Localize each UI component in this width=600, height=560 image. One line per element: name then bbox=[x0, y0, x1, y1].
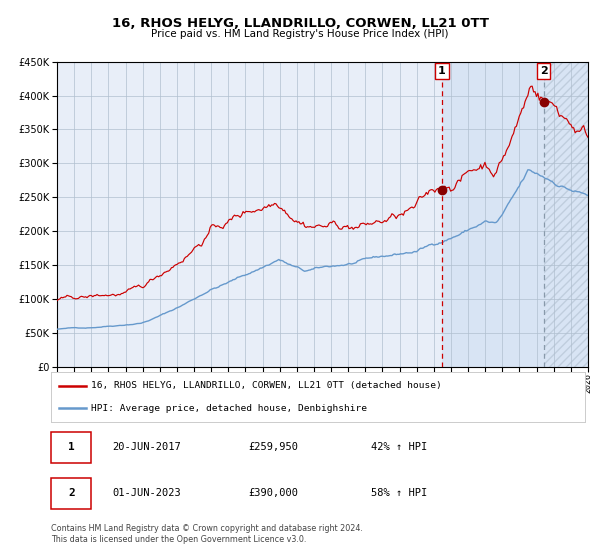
Text: £259,950: £259,950 bbox=[248, 442, 299, 452]
FancyBboxPatch shape bbox=[51, 432, 91, 463]
Text: 20-JUN-2017: 20-JUN-2017 bbox=[112, 442, 181, 452]
Text: 42% ↑ HPI: 42% ↑ HPI bbox=[371, 442, 428, 452]
Bar bbox=[442, 62, 588, 367]
Text: HPI: Average price, detached house, Denbighshire: HPI: Average price, detached house, Denb… bbox=[91, 404, 367, 413]
Text: 58% ↑ HPI: 58% ↑ HPI bbox=[371, 488, 428, 498]
Text: 2: 2 bbox=[68, 488, 74, 498]
Text: Price paid vs. HM Land Registry's House Price Index (HPI): Price paid vs. HM Land Registry's House … bbox=[151, 29, 449, 39]
Text: 1: 1 bbox=[438, 66, 446, 76]
Text: 16, RHOS HELYG, LLANDRILLO, CORWEN, LL21 0TT (detached house): 16, RHOS HELYG, LLANDRILLO, CORWEN, LL21… bbox=[91, 381, 442, 390]
FancyBboxPatch shape bbox=[51, 478, 91, 508]
Text: 1: 1 bbox=[68, 442, 74, 452]
Bar bbox=[544, 62, 588, 367]
Text: Contains HM Land Registry data © Crown copyright and database right 2024.: Contains HM Land Registry data © Crown c… bbox=[51, 524, 363, 533]
Text: This data is licensed under the Open Government Licence v3.0.: This data is licensed under the Open Gov… bbox=[51, 534, 307, 544]
Text: £390,000: £390,000 bbox=[248, 488, 299, 498]
Text: 16, RHOS HELYG, LLANDRILLO, CORWEN, LL21 0TT: 16, RHOS HELYG, LLANDRILLO, CORWEN, LL21… bbox=[112, 17, 488, 30]
Text: 01-JUN-2023: 01-JUN-2023 bbox=[112, 488, 181, 498]
Text: 2: 2 bbox=[540, 66, 548, 76]
